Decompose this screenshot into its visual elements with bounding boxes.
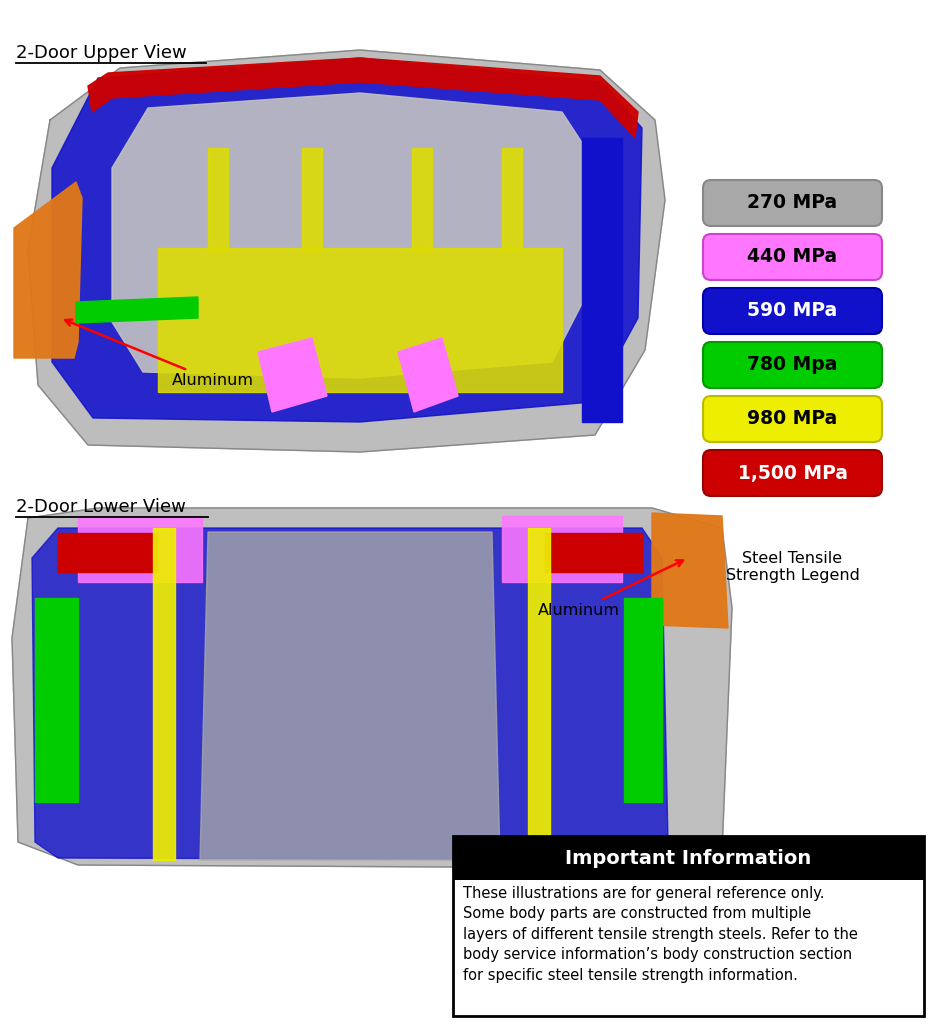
Polygon shape xyxy=(208,148,228,250)
Polygon shape xyxy=(502,516,622,582)
Text: 980 MPa: 980 MPa xyxy=(747,410,838,428)
Text: 2-Door Lower View: 2-Door Lower View xyxy=(16,498,185,516)
Polygon shape xyxy=(78,516,202,582)
Polygon shape xyxy=(158,248,562,392)
Text: 1,500 MPa: 1,500 MPa xyxy=(737,464,847,482)
Text: 440 MPa: 440 MPa xyxy=(747,248,838,266)
Polygon shape xyxy=(200,532,500,860)
Polygon shape xyxy=(88,58,638,138)
Polygon shape xyxy=(528,528,550,860)
FancyBboxPatch shape xyxy=(703,288,882,334)
Bar xyxy=(453,836,924,880)
Text: 270 MPa: 270 MPa xyxy=(747,194,838,213)
Polygon shape xyxy=(582,138,622,422)
Polygon shape xyxy=(652,513,728,628)
Polygon shape xyxy=(14,182,82,358)
Polygon shape xyxy=(545,534,642,572)
Polygon shape xyxy=(112,93,592,378)
FancyBboxPatch shape xyxy=(703,396,882,442)
Polygon shape xyxy=(12,508,732,868)
Text: Important Information: Important Information xyxy=(566,849,812,867)
FancyBboxPatch shape xyxy=(703,450,882,496)
Polygon shape xyxy=(28,50,665,452)
Text: Aluminum: Aluminum xyxy=(65,319,254,388)
Polygon shape xyxy=(412,148,432,250)
Polygon shape xyxy=(58,534,157,572)
Polygon shape xyxy=(35,598,78,802)
Text: 590 MPa: 590 MPa xyxy=(747,301,838,321)
Text: 780 Mpa: 780 Mpa xyxy=(747,355,838,375)
Bar xyxy=(453,836,924,1016)
Text: Aluminum: Aluminum xyxy=(538,560,683,618)
FancyBboxPatch shape xyxy=(703,342,882,388)
Polygon shape xyxy=(52,58,642,422)
Polygon shape xyxy=(258,338,327,412)
Polygon shape xyxy=(302,148,322,250)
FancyBboxPatch shape xyxy=(703,234,882,280)
Text: These illustrations are for general reference only.
Some body parts are construc: These illustrations are for general refe… xyxy=(463,886,857,983)
Polygon shape xyxy=(76,297,198,323)
Polygon shape xyxy=(32,528,668,860)
Text: 2-Door Upper View: 2-Door Upper View xyxy=(16,44,186,62)
Text: Steel Tensile
Strength Legend: Steel Tensile Strength Legend xyxy=(726,551,859,584)
Polygon shape xyxy=(153,528,175,860)
Polygon shape xyxy=(624,598,662,802)
FancyBboxPatch shape xyxy=(703,180,882,226)
Polygon shape xyxy=(398,338,458,412)
Polygon shape xyxy=(502,148,522,250)
